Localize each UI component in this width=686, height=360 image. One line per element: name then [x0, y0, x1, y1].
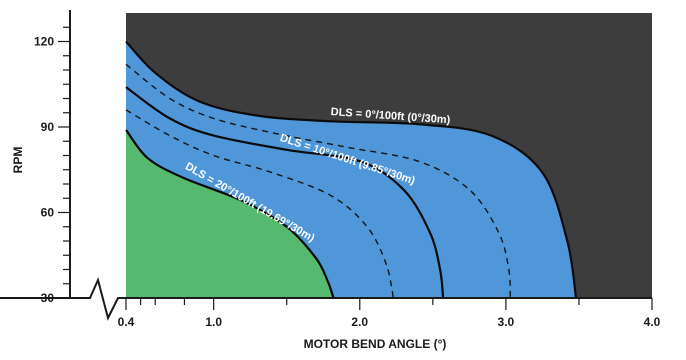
y-axis-title: RPM — [11, 147, 25, 174]
regions-layer — [126, 13, 652, 298]
dls-curve-0 — [125, 40, 578, 299]
x-tick-label: 2.0 — [351, 315, 368, 329]
x-axis-line — [0, 276, 652, 321]
dashed-curve-1 — [125, 63, 511, 299]
x-tick-label: 4.0 — [644, 315, 661, 329]
green-region — [126, 129, 334, 298]
x-tick-label: 1.0 — [205, 315, 222, 329]
dls-curve-2 — [125, 86, 445, 299]
dls-curve-4 — [125, 129, 335, 299]
dashed-curve-3 — [125, 109, 395, 299]
y-tick-label: 120 — [34, 35, 54, 49]
x-tick-label: 3.0 — [498, 315, 515, 329]
y-tick-label: 90 — [41, 120, 55, 134]
curves-layer — [125, 40, 578, 299]
x-tick-label: 0.4 — [118, 315, 135, 329]
y-tick-label: 60 — [41, 206, 55, 220]
x-axis-title: MOTOR BEND ANGLE (°) — [304, 337, 447, 351]
